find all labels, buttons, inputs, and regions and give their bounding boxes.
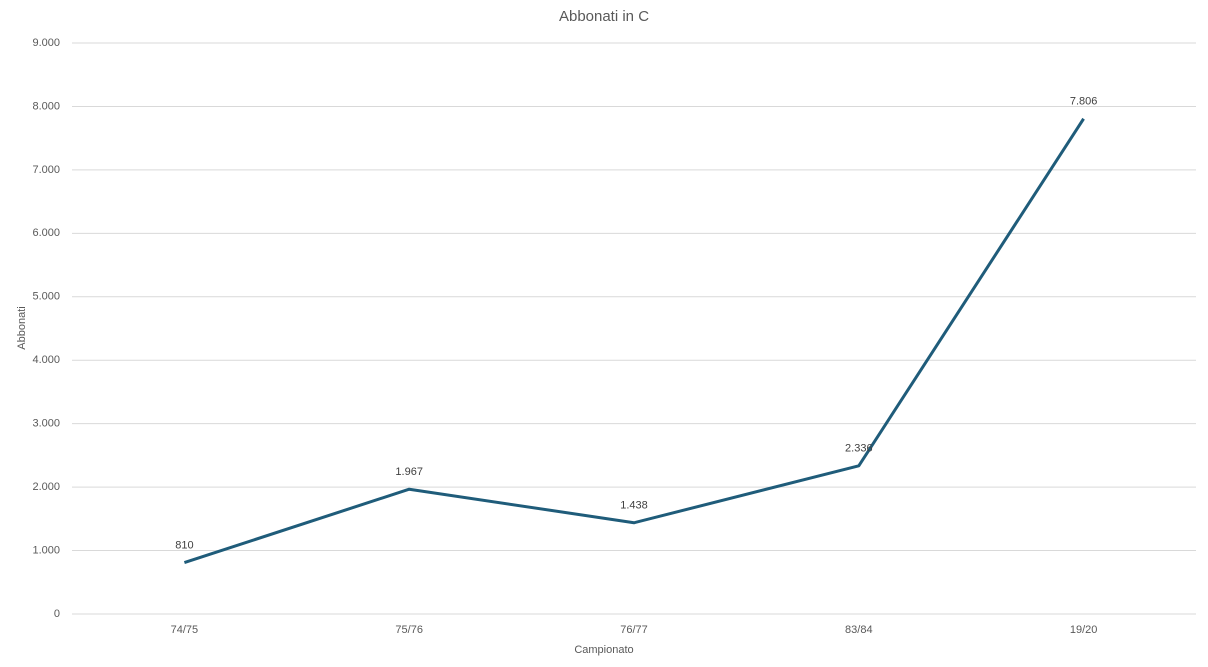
chart-title: Abbonati in C xyxy=(559,8,649,25)
y-tick-label: 3.000 xyxy=(32,418,60,430)
y-tick-label: 9.000 xyxy=(32,37,60,49)
y-tick-label: 6.000 xyxy=(32,227,60,239)
y-tick-label: 5.000 xyxy=(32,291,60,303)
x-axis-title: Campionato xyxy=(574,644,633,656)
series-line xyxy=(183,117,1085,565)
x-tick-label: 83/84 xyxy=(845,624,873,636)
y-tick-label: 2.000 xyxy=(32,481,60,493)
y-tick-label: 4.000 xyxy=(32,354,60,366)
data-label: 810 xyxy=(175,540,193,552)
y-axis-title: Abbonati xyxy=(16,306,28,349)
x-tick-label: 74/75 xyxy=(171,624,199,636)
data-label: 1.967 xyxy=(395,466,423,478)
x-tick-label: 19/20 xyxy=(1070,624,1098,636)
x-tick-label: 75/76 xyxy=(395,624,423,636)
data-label: 2.336 xyxy=(845,443,873,455)
x-tick-label: 76/77 xyxy=(620,624,648,636)
data-label: 7.806 xyxy=(1070,96,1098,108)
data-label: 1.438 xyxy=(620,500,648,512)
y-tick-label: 7.000 xyxy=(32,164,60,176)
y-tick-label: 8.000 xyxy=(32,100,60,112)
y-tick-label: 0 xyxy=(54,608,60,620)
y-tick-label: 1.000 xyxy=(32,544,60,556)
